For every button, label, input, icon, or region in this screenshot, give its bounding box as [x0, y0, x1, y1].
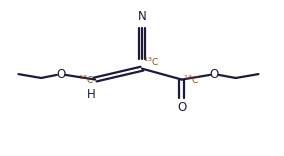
Text: H: H [87, 88, 96, 101]
Text: O: O [210, 68, 219, 81]
Text: $^{13}$C: $^{13}$C [183, 73, 199, 86]
Text: O: O [57, 68, 66, 81]
Text: $^{13}$C: $^{13}$C [78, 73, 94, 86]
Text: O: O [177, 101, 186, 114]
Text: N: N [138, 10, 146, 23]
Text: $^{13}$C: $^{13}$C [143, 56, 160, 68]
